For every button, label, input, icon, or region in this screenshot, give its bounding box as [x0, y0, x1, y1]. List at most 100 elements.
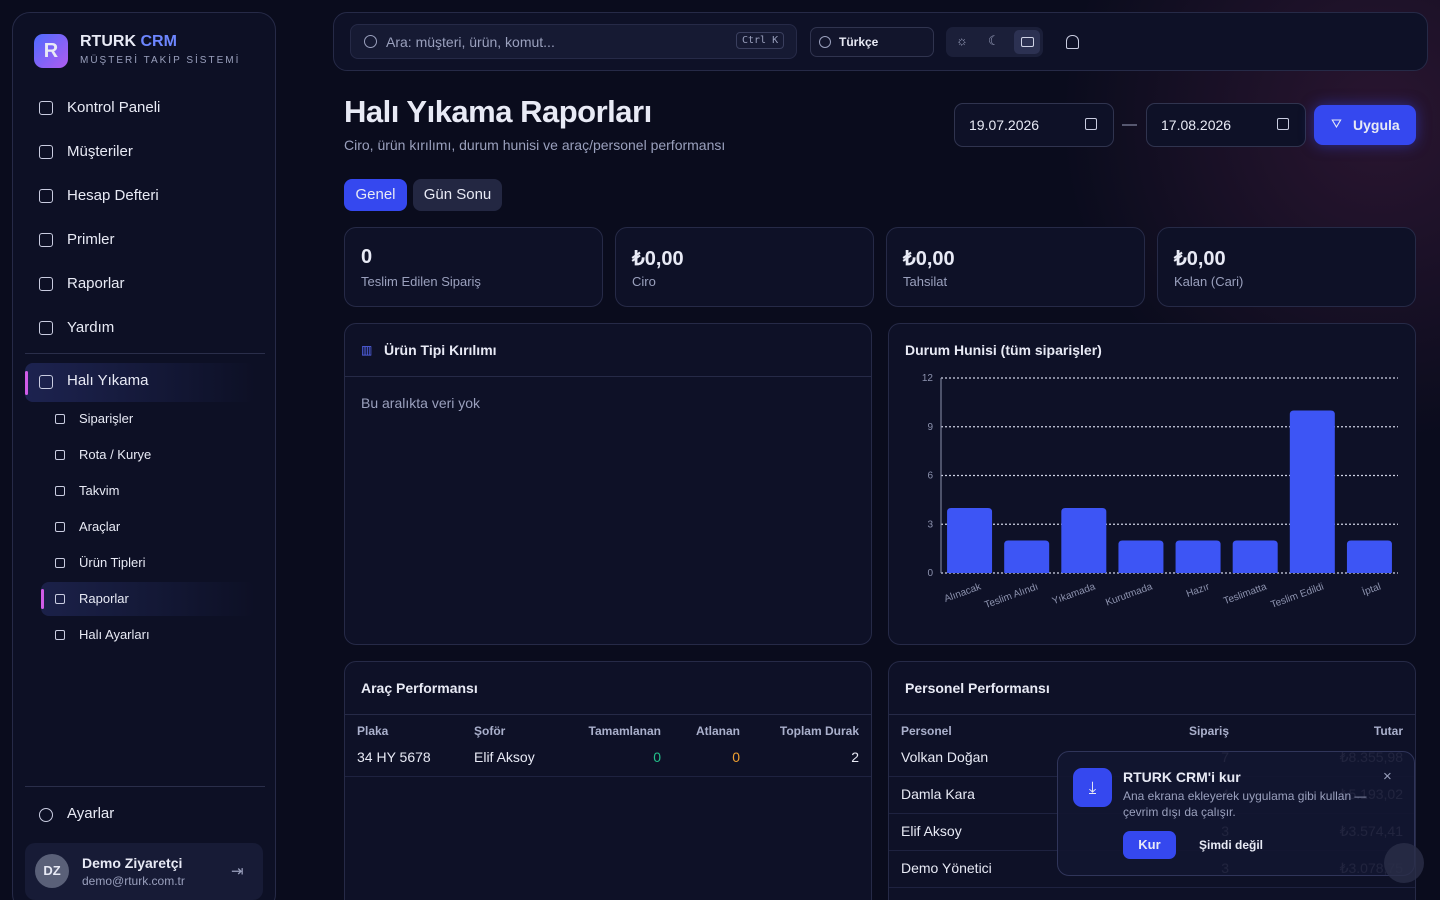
brand: RTURK CRM: [80, 33, 177, 51]
apply-button[interactable]: [1314, 105, 1416, 145]
section-icon: [39, 375, 53, 389]
cell: Demo Yönetici: [901, 860, 992, 876]
toast-body: Ana ekrana ekleyerek uygulama gibi kulla…: [1123, 789, 1367, 819]
logout-icon[interactable]: ⇥: [231, 863, 244, 880]
subnav-marker: [41, 589, 44, 609]
subnav-icon: [55, 522, 65, 532]
subnav-item[interactable]: Rota / Kurye: [79, 447, 152, 462]
nav-item[interactable]: Raporlar: [67, 275, 125, 292]
shortcut: Ctrl K: [736, 32, 785, 49]
section-title[interactable]: Halı Yıkama: [67, 372, 149, 389]
nav-item[interactable]: Yardım: [67, 319, 115, 336]
divider: [25, 353, 265, 354]
install-toast: ⤓ RTURK CRM'i kur Ana ekrana ekleyerek u…: [1057, 751, 1415, 876]
chat-button[interactable]: [1384, 843, 1424, 883]
topbar: Ara: müşteri, ürün, komut... Ctrl K Türk…: [333, 12, 1428, 71]
calendar-icon: [1085, 118, 1097, 130]
stat-label: Tahsilat: [903, 274, 948, 289]
nav-item[interactable]: Hesap Defteri: [67, 187, 159, 204]
bar: [1118, 540, 1164, 573]
nav-icon: [39, 277, 53, 291]
y-tick-label: 9: [927, 422, 933, 433]
nav-icon: [39, 145, 53, 159]
nav-icon: [39, 189, 53, 203]
bell-icon[interactable]: [1066, 35, 1079, 49]
stat-card: ₺0,00 Ciro: [615, 227, 874, 307]
subnav-icon: [55, 630, 65, 640]
search-box[interactable]: [350, 24, 797, 59]
chart: 0 3 6 9 12 Alınacak Teslim Alındı Yıkamada Kurut…: [922, 373, 1398, 611]
column-header: Atlanan: [695, 724, 740, 738]
y-tick-label: 3: [927, 519, 933, 530]
nav-icon: [39, 321, 53, 335]
subnav-item[interactable]: Siparişler: [79, 411, 134, 426]
filter-icon: ⛛: [1331, 116, 1342, 131]
subnav-item[interactable]: Ürün Tipleri: [79, 555, 146, 570]
section-active: [25, 363, 255, 402]
subnav-active: [41, 582, 255, 616]
y-tick-label: 0: [927, 568, 933, 579]
calendar-icon: [1277, 118, 1289, 130]
stat-value: ₺0,00: [632, 248, 684, 270]
chart-title: Durum Hunisi (tüm siparişler): [905, 342, 1102, 358]
subnav-item[interactable]: Araçlar: [79, 519, 121, 534]
subnav-item[interactable]: Takvim: [79, 483, 120, 498]
subnav-icon: [55, 450, 65, 460]
user-email: demo@rturk.com.tr: [82, 874, 185, 888]
install-button[interactable]: Kur: [1123, 831, 1176, 859]
close-icon[interactable]: ×: [1383, 768, 1392, 785]
moon-icon[interactable]: ☾: [988, 33, 1000, 48]
date-separator: —: [1122, 116, 1137, 133]
funnel-panel: Durum Hunisi (tüm siparişler) 0 3 6 9 12 Alın…: [888, 323, 1416, 645]
section-marker: [25, 371, 28, 395]
subnav-icon: [55, 486, 65, 496]
stat-value: ₺0,00: [903, 248, 955, 270]
user-name: Demo Ziyaretçi: [82, 855, 183, 871]
stat-label: Teslim Edilen Sipariş: [361, 274, 481, 289]
subnav-item[interactable]: Halı Ayarları: [79, 627, 150, 642]
subnav-item[interactable]: Raporlar: [79, 591, 129, 606]
nav-icon: [39, 101, 53, 115]
subnav-icon: [55, 558, 65, 568]
stat-label: Ciro: [632, 274, 656, 289]
stat-value: 0: [361, 246, 373, 268]
apply-label[interactable]: Uygula: [1353, 117, 1400, 133]
x-tick-label: Teslimatta: [1222, 581, 1268, 607]
tab[interactable]: Genel: [344, 179, 407, 211]
date-to-box[interactable]: [1146, 103, 1306, 147]
empty-state: Bu aralıkta veri yok: [361, 395, 481, 411]
x-tick-label: Teslim Alındı: [983, 581, 1040, 611]
tab[interactable]: Gün Sonu: [413, 179, 502, 211]
page-title: Halı Yıkama Raporları: [344, 94, 652, 129]
bar: [947, 508, 993, 573]
nav-item[interactable]: Primler: [67, 231, 115, 248]
cell: 34 HY 5678: [357, 749, 431, 765]
y-tick-label: 6: [927, 471, 933, 482]
search-icon: [364, 35, 377, 48]
date-from-box[interactable]: [954, 103, 1114, 147]
column-header: Toplam Durak: [779, 724, 859, 738]
later-button[interactable]: Şimdi değil: [1199, 838, 1264, 852]
divider: [345, 714, 871, 715]
settings[interactable]: Ayarlar: [67, 805, 115, 822]
divider: [345, 376, 871, 377]
y-tick-label: 12: [922, 373, 934, 384]
chart-icon: ▥: [361, 343, 373, 357]
cell: Elif Aksoy: [901, 823, 962, 839]
brand-name: RTURK: [80, 33, 136, 50]
sun-icon[interactable]: ☼: [956, 33, 968, 48]
bar: [1004, 540, 1050, 573]
column-header: Tamamlanan: [588, 724, 661, 738]
x-tick-label: Hazır: [1185, 581, 1212, 600]
bar: [1175, 540, 1221, 573]
nav-item[interactable]: Müşteriler: [67, 143, 133, 160]
row-divider: [345, 776, 871, 777]
language: Türkçe: [839, 35, 879, 49]
monitor-icon: [1021, 37, 1034, 47]
settings-icon: [39, 808, 53, 822]
theme-active[interactable]: [1014, 30, 1040, 54]
date-from: 19.07.2026: [969, 117, 1040, 133]
bar: [1061, 508, 1107, 573]
nav-item[interactable]: Kontrol Paneli: [67, 99, 161, 116]
column-header: Sipariş: [1188, 724, 1229, 738]
